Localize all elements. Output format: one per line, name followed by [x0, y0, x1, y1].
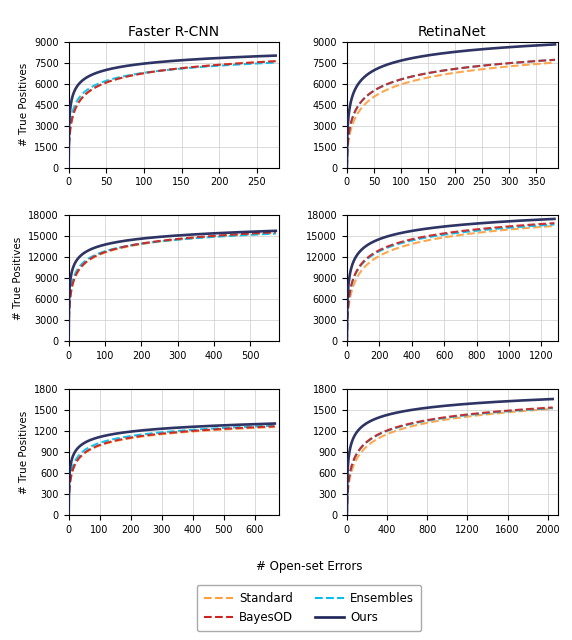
Title: RetinaNet: RetinaNet: [418, 25, 487, 39]
Title: Faster R-CNN: Faster R-CNN: [129, 25, 220, 39]
Text: # Open-set Errors: # Open-set Errors: [256, 560, 362, 573]
Y-axis label: # True Positives: # True Positives: [13, 237, 23, 320]
Y-axis label: # True Positives: # True Positives: [19, 411, 29, 494]
Y-axis label: # True Positives: # True Positives: [19, 63, 29, 146]
Legend: Standard, BayesOD, Ensembles, Ours: Standard, BayesOD, Ensembles, Ours: [197, 585, 421, 631]
